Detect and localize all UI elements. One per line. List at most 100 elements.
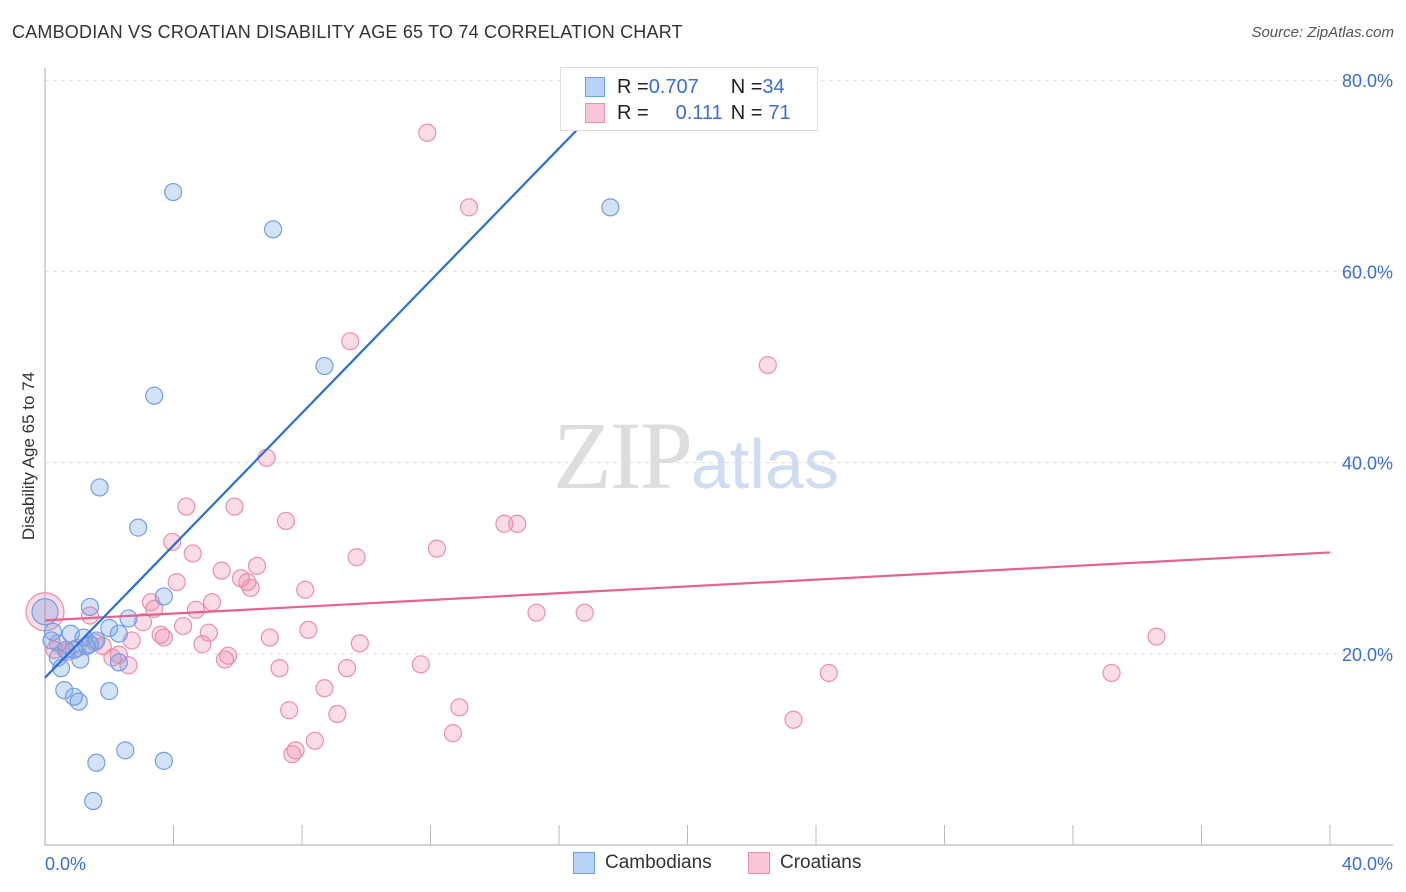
legend-item-croatians[interactable]: Croatians [748,852,861,874]
croatians-point [186,600,206,619]
cambodians-point [90,478,109,497]
croatians-point [283,745,302,764]
cambodians-point [315,356,334,376]
cambodians-point [100,681,119,701]
croatians-point [133,613,153,632]
stats-row-croatians: R = 0.111 N = 71 [585,100,791,126]
y-tick-label: 80.0% [1342,71,1393,91]
cambodians-point [71,650,90,669]
croatians-point [305,731,324,750]
croatians-point [154,628,173,647]
cambodians-point [154,751,173,770]
croatians-swatch [585,103,605,123]
croatians-point [411,655,430,674]
croatians-point [575,603,594,622]
watermark: ZIPatlas [553,402,839,509]
cambodians-point [119,609,138,628]
cambodians-point [263,220,283,239]
croatians-point [508,514,527,533]
croatians-point [443,724,463,743]
cambodians-swatch [573,852,595,874]
n-value: 34 [762,75,785,98]
croatians-point [341,332,360,351]
croatians-point [247,556,267,575]
croatians-point [177,497,196,516]
stats-row-cambodians: R = 0.707 N = 34 [585,74,785,100]
n-value: 71 [768,101,791,124]
croatians-point [270,659,289,678]
croatians-point [296,580,315,599]
croatians-point [427,539,447,558]
n-label: N = [730,75,763,98]
croatians-point [819,663,838,683]
cambodians-point [109,653,128,672]
croatians-point [450,698,469,717]
croatians-point [337,659,357,678]
cambodians-point [42,631,61,650]
croatians-point [276,511,296,531]
croatians-point [1102,663,1121,683]
croatians-point [202,593,222,612]
croatians-point [241,578,260,597]
croatians-point [1147,627,1166,646]
legend-label: Croatians [780,852,862,873]
cambodians-point [87,753,106,772]
croatians-point [215,650,234,669]
y-tick-label: 40.0% [1342,454,1393,474]
cambodians-point [601,198,620,217]
croatians-point [238,572,257,592]
croatians-point [174,616,193,636]
cambodians-point [100,618,119,638]
cambodians-point [154,587,173,606]
stats-legend: R = 0.707 N = 34 R = 0.111 N = 71 [560,67,818,131]
cambodians-swatch [585,77,605,97]
croatians-point [758,355,777,375]
croatians-point [347,548,366,567]
r-value: 0.707 [648,75,699,98]
r-label: R = [617,75,649,98]
croatians-point [350,634,369,653]
croatians-point [167,572,186,592]
cambodians-point [55,681,74,700]
croatians-point [315,679,334,698]
cambodians-point [80,597,100,617]
croatians-point [495,514,514,533]
croatians-point [163,532,182,552]
cambodians-point [69,692,88,711]
cambodians-trend-line [44,79,626,679]
r-label: R = [617,101,649,124]
croatians-trend-line [44,551,1331,622]
cambodians-point [31,598,59,626]
legend-label: Cambodians [605,852,712,873]
cambodians-point [145,386,164,405]
croatians-point [328,704,347,724]
cambodians-point [80,635,100,654]
cambodians-point [109,624,128,643]
cambodians-point [129,518,148,537]
r-value: 0.111 [675,101,723,124]
croatians-point [459,198,479,217]
croatians-point [183,544,202,563]
source-label: Source: ZipAtlas.com [1251,24,1394,41]
croatians-point [212,561,231,580]
cambodians-point [164,182,183,202]
n-label: N = [730,101,763,124]
croatians-point [280,701,299,720]
croatians-point [260,628,279,647]
croatians-point [199,623,218,642]
croatians-point [225,497,244,516]
croatians-point [193,635,212,654]
croatians-point [784,710,803,729]
croatians-point [527,603,546,622]
croatians-point [299,620,318,640]
y-tick-label: 60.0% [1342,262,1393,282]
x-tick-label: 0.0% [45,854,86,874]
y-axis-label: Disability Age 65 to 74 [19,372,38,540]
legend-item-cambodians[interactable]: Cambodians [573,852,712,874]
cambodians-point [116,741,135,760]
chart-title: CAMBODIAN VS CROATIAN DISABILITY AGE 65 … [12,22,683,42]
croatians-point [151,625,170,644]
croatians-point [418,123,437,142]
